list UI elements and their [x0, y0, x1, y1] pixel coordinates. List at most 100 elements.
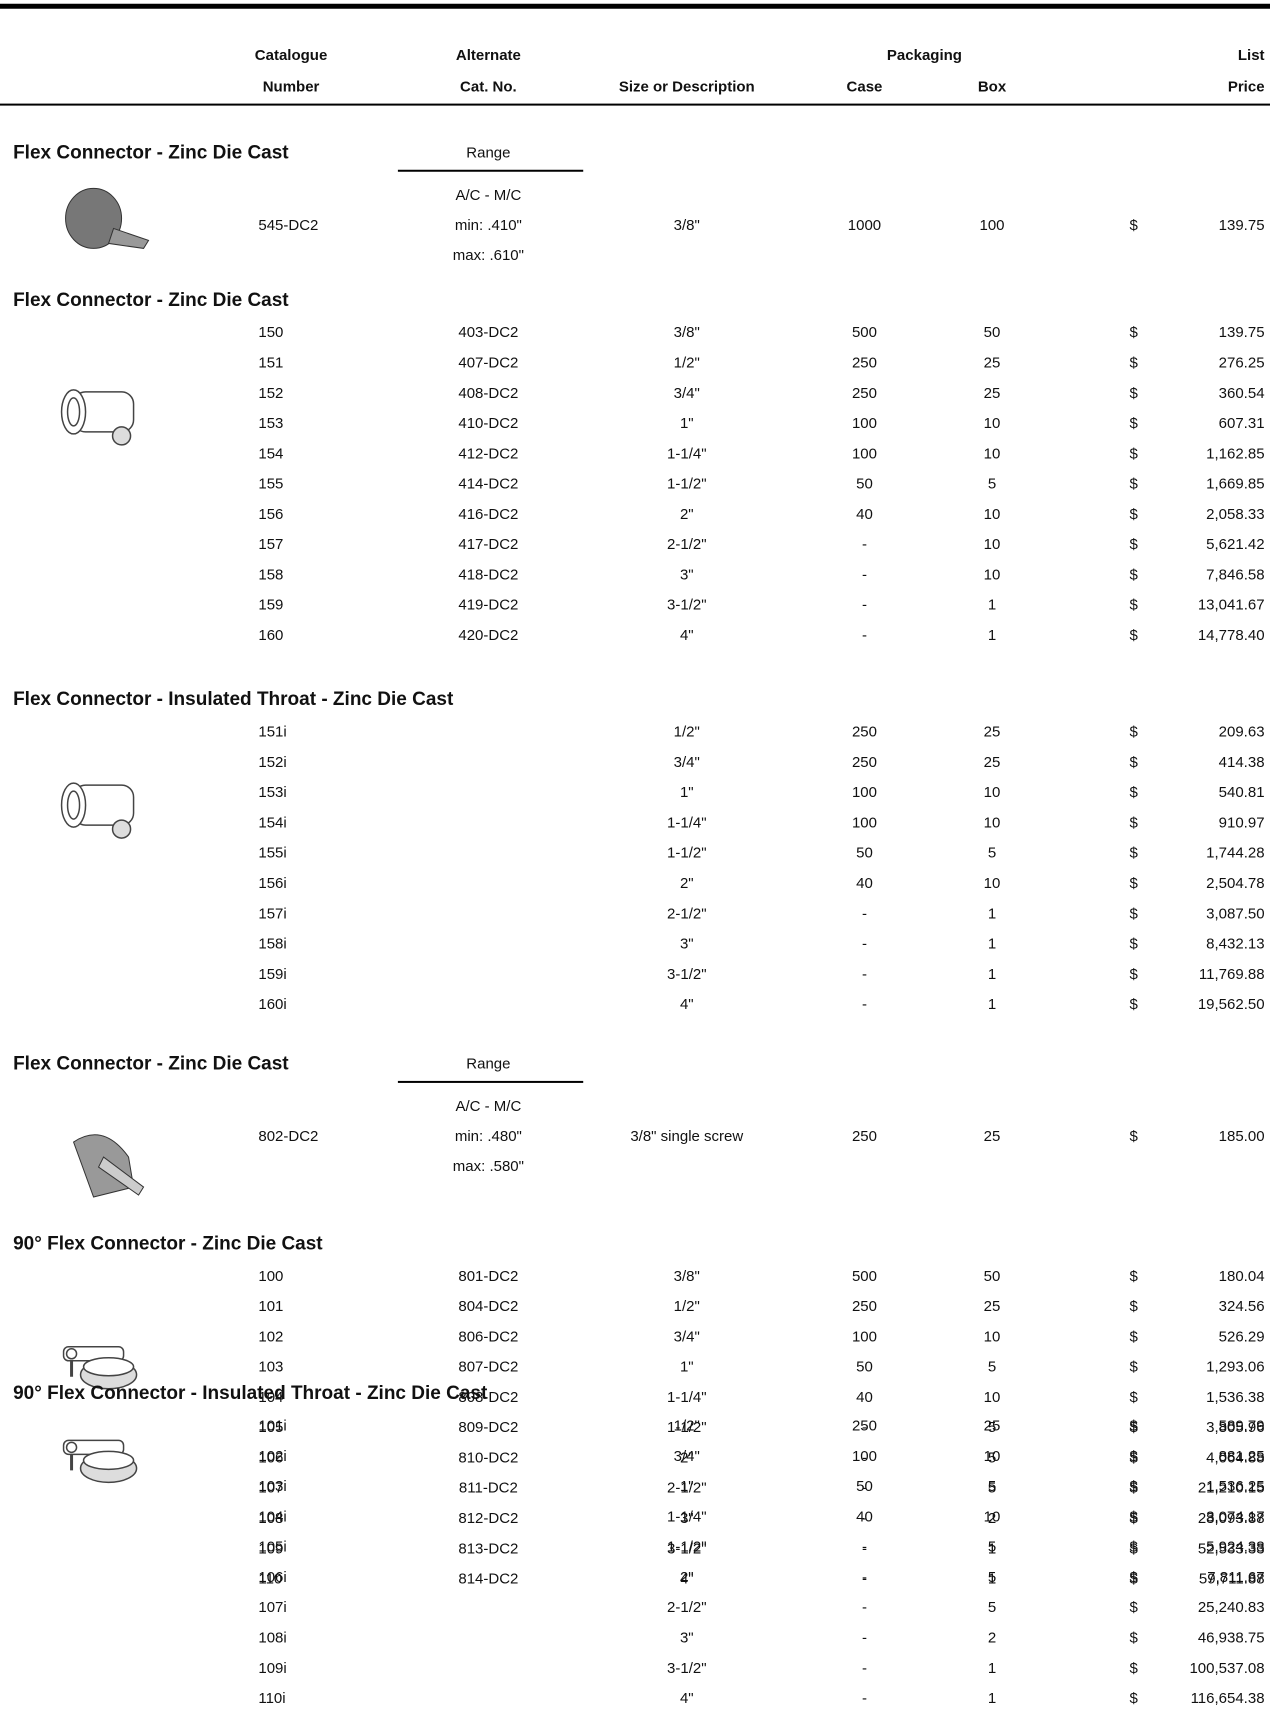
case-qty: 100	[852, 814, 877, 831]
currency: $	[1130, 1478, 1139, 1495]
image-part	[65, 1348, 78, 1360]
alternate-number: 403-DC2	[458, 324, 518, 341]
currency: $	[1130, 217, 1139, 234]
case-qty: 100	[852, 415, 877, 432]
list-price: 881.25	[1219, 1448, 1265, 1465]
box-qty: 50	[984, 1268, 1001, 1285]
size: 1/2"	[674, 1418, 700, 1435]
range-rule	[397, 1080, 584, 1083]
catalogue-number: 106	[258, 1449, 283, 1466]
list-price: 276.25	[1219, 354, 1265, 371]
currency: $	[1130, 905, 1139, 922]
case-qty: -	[862, 1599, 867, 1616]
size: 1-1/2"	[667, 1419, 707, 1436]
size: 2"	[680, 1569, 694, 1586]
box-qty: 5	[988, 1480, 996, 1497]
box-qty: 1	[988, 1571, 996, 1588]
catalogue-number: 153i	[258, 784, 286, 801]
box-qty: 1	[988, 905, 996, 922]
box-qty: 25	[984, 1298, 1001, 1315]
currency: $	[1130, 627, 1139, 644]
alternate-number: 804-DC2	[458, 1298, 518, 1315]
alternate-number: 419-DC2	[458, 597, 518, 614]
header-label: Size or Description	[619, 78, 755, 95]
box-qty: 2	[988, 1510, 996, 1527]
currency: $	[1130, 385, 1139, 402]
list-price: 13,041.67	[1198, 597, 1265, 614]
list-price: 11,769.88	[1199, 966, 1265, 983]
section-title: 90° Flex Connector - Insulated Throat - …	[13, 1383, 488, 1404]
size: 1"	[680, 784, 694, 801]
currency: $	[1130, 996, 1139, 1013]
catalogue-number: 152	[258, 385, 283, 402]
box-qty: 5	[988, 1599, 996, 1616]
image-part	[66, 790, 81, 820]
size: 1-1/4"	[667, 814, 707, 831]
currency: $	[1130, 1359, 1139, 1376]
size: 3"	[680, 566, 694, 583]
alternate-number: 417-DC2	[458, 536, 518, 553]
box-qty: 10	[984, 566, 1001, 583]
currency: $	[1130, 754, 1139, 771]
catalogue-number: 153	[258, 415, 283, 432]
size: 3/8"	[674, 1268, 700, 1285]
catalogue-number: 107	[258, 1480, 283, 1497]
alternate-number: 801-DC2	[458, 1268, 518, 1285]
currency: $	[1130, 415, 1139, 432]
currency: $	[1130, 324, 1139, 341]
size: 1/2"	[674, 1298, 700, 1315]
product-image	[62, 1439, 138, 1484]
catalogue-number: 106i	[258, 1569, 286, 1586]
box-qty: 10	[984, 814, 1001, 831]
size: 2-1/2"	[667, 905, 707, 922]
catalogue-number: 102	[258, 1328, 283, 1345]
list-price: 59,711.88	[1199, 1571, 1265, 1588]
currency: $	[1130, 1418, 1139, 1435]
case-qty: 50	[856, 845, 873, 862]
case-qty: 500	[852, 1268, 877, 1285]
list-price: 25,240.83	[1198, 1599, 1265, 1616]
list-price: 139.75	[1219, 324, 1265, 341]
box-qty: 10	[984, 1448, 1001, 1465]
list-price: 52,533.33	[1198, 1540, 1265, 1557]
case-qty: 1000	[848, 217, 881, 234]
box-qty: 10	[984, 784, 1001, 801]
size: 3"	[680, 1510, 694, 1527]
alternate-number: 809-DC2	[458, 1419, 518, 1436]
currency: $	[1130, 845, 1139, 862]
image-part	[107, 227, 150, 249]
currency: $	[1130, 1328, 1139, 1345]
box-qty: 10	[984, 445, 1001, 462]
box-qty: 5	[988, 845, 996, 862]
case-qty: 500	[852, 324, 877, 341]
case-qty: 100	[852, 445, 877, 462]
size: 2"	[680, 875, 694, 892]
size: 2-1/2"	[667, 1599, 707, 1616]
product-image	[62, 1346, 138, 1390]
size: 1-1/2"	[667, 1539, 707, 1556]
list-price: 8,432.13	[1206, 936, 1264, 953]
box-qty: 100	[980, 217, 1005, 234]
currency: $	[1130, 597, 1139, 614]
list-price: 1,293.06	[1206, 1359, 1264, 1376]
currency: $	[1130, 814, 1139, 831]
case-qty: 250	[852, 724, 877, 741]
case-qty: -	[862, 1630, 867, 1647]
case-qty: -	[862, 905, 867, 922]
list-price: 185.00	[1219, 1128, 1265, 1145]
image-part	[66, 397, 81, 427]
currency: $	[1130, 445, 1139, 462]
box-qty: 10	[984, 506, 1001, 523]
alternate-number: 408-DC2	[458, 385, 518, 402]
size: 3/8" single screw	[630, 1128, 743, 1145]
case-qty: 50	[856, 1478, 873, 1495]
header-label: Case	[847, 78, 883, 95]
catalogue-number: 155	[258, 476, 283, 493]
box-qty: 10	[984, 536, 1001, 553]
case-qty: 40	[856, 1389, 873, 1406]
currency: $	[1130, 1571, 1139, 1588]
size: 2"	[680, 506, 694, 523]
catalogue-number: 159	[258, 597, 283, 614]
box-qty: 5	[988, 1419, 996, 1436]
